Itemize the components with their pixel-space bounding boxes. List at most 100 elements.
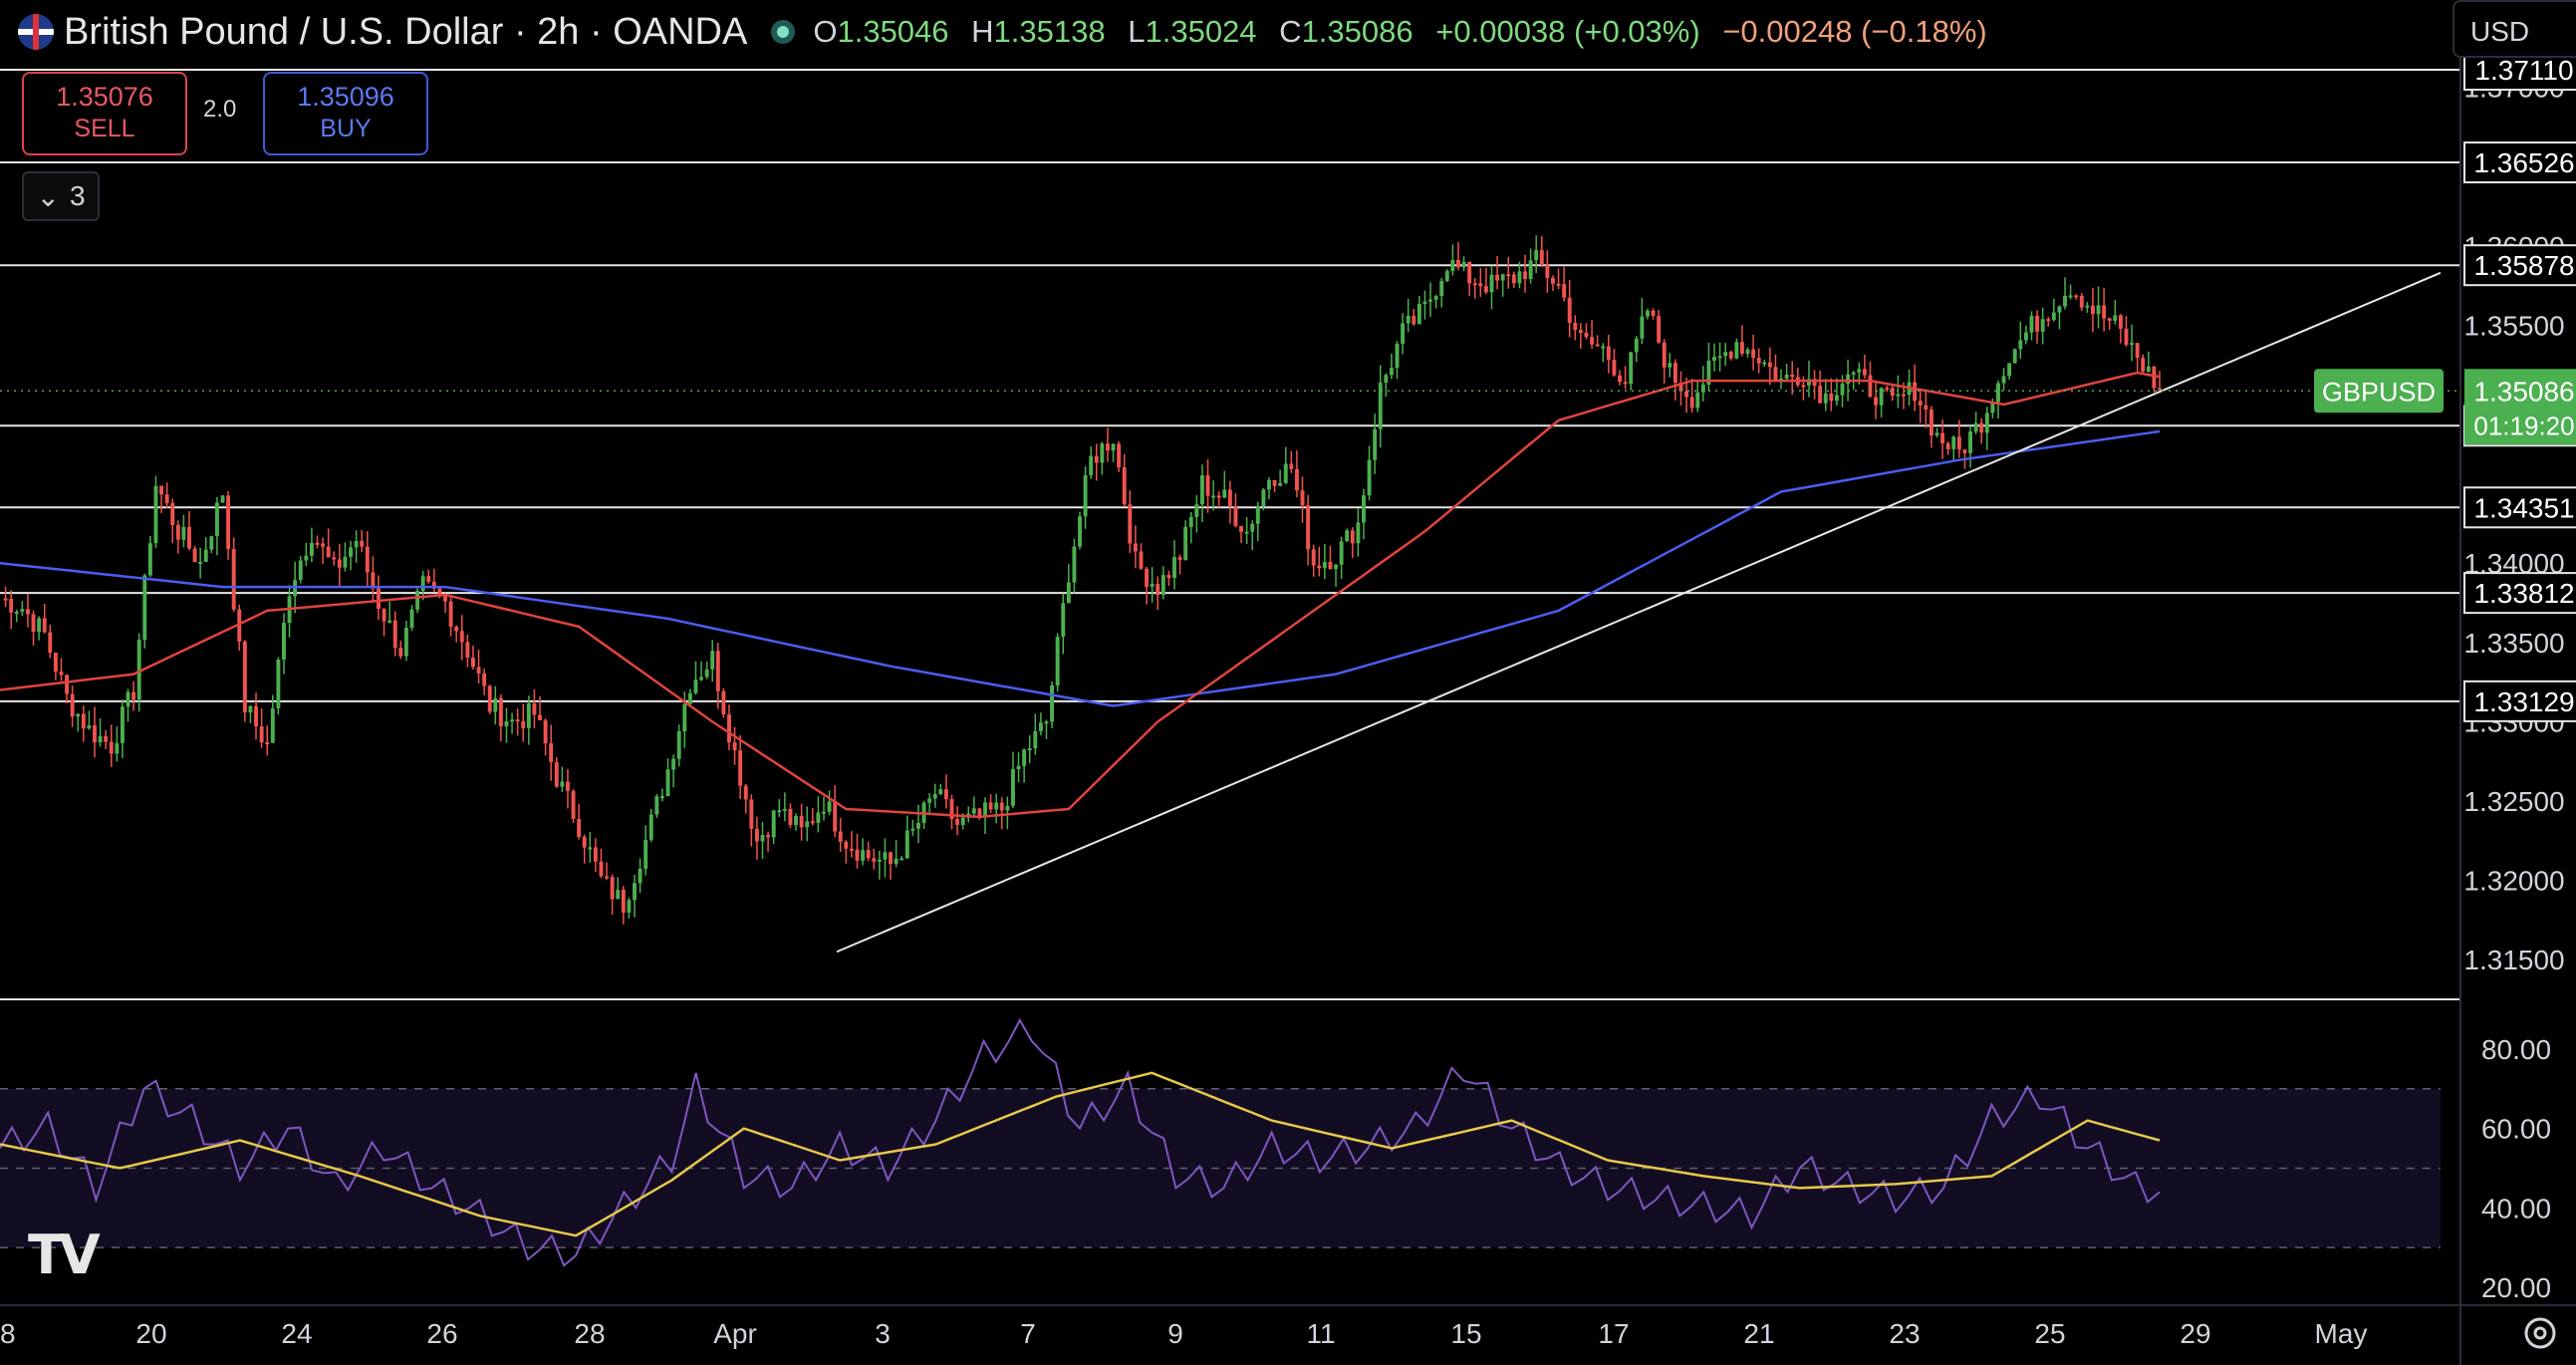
- candle-body: [1868, 375, 1873, 398]
- candle-body: [131, 691, 136, 700]
- candle-body: [65, 675, 70, 694]
- buy-button[interactable]: 1.35096 BUY: [263, 72, 428, 155]
- candle-body: [1010, 769, 1015, 806]
- settings-gear-icon[interactable]: [2520, 1313, 2560, 1353]
- candle-body: [398, 648, 403, 657]
- level-price-label: 1.33129: [2473, 686, 2574, 717]
- candle-body: [1317, 565, 1322, 569]
- candle-body: [470, 658, 475, 668]
- candle-body: [1996, 383, 2000, 403]
- indicators-collapse-button[interactable]: ⌄ 3: [22, 171, 100, 221]
- candle-body: [254, 705, 258, 727]
- candle-body: [1874, 397, 1878, 406]
- candle-body: [732, 742, 737, 751]
- candle-body: [1629, 352, 1634, 385]
- candle-body: [209, 536, 214, 550]
- candle-body: [226, 495, 231, 550]
- candle-body: [203, 549, 208, 562]
- candle-body: [1739, 342, 1744, 355]
- candle-body: [1255, 505, 1260, 524]
- candle-body: [259, 726, 264, 743]
- candle-body: [454, 627, 459, 632]
- candle-body: [315, 542, 320, 545]
- candle-body: [175, 524, 180, 540]
- candle-body: [1461, 261, 1466, 268]
- candle-body: [526, 702, 531, 728]
- candle-body: [949, 799, 954, 820]
- currency-select[interactable]: USD: [2452, 0, 2576, 58]
- candle-body: [582, 836, 587, 848]
- candle-body: [1857, 369, 1862, 373]
- symbol-header: British Pound / U.S. Dollar · 2h · OANDA…: [18, 4, 1987, 60]
- candle-body: [1072, 546, 1077, 583]
- candle-body: [37, 618, 42, 633]
- candle-body: [782, 808, 787, 811]
- candle-body: [1812, 379, 1817, 387]
- candle-body: [822, 811, 826, 814]
- sell-button[interactable]: 1.35076 SELL: [22, 72, 187, 155]
- candle-body: [682, 703, 687, 731]
- level-price-tag: [2463, 244, 2576, 287]
- candle-body: [2001, 376, 2006, 384]
- candle-body: [1267, 479, 1271, 490]
- candle-body: [1389, 368, 1394, 376]
- candle-body: [1456, 259, 1460, 268]
- candle-body: [1261, 489, 1266, 506]
- gbp-usd-flag-icon: [18, 14, 54, 50]
- candle-body: [1239, 525, 1243, 532]
- candle-body: [1222, 489, 1227, 498]
- candle-body: [1283, 463, 1288, 483]
- candle-body: [1300, 490, 1305, 506]
- sell-price: 1.35076: [56, 82, 153, 112]
- candle-body: [743, 785, 748, 800]
- candle-body: [2051, 312, 2056, 321]
- candle-body: [1684, 391, 1689, 398]
- candle-body: [459, 631, 464, 643]
- candle-body: [25, 609, 30, 615]
- candle-body: [2035, 316, 2040, 332]
- candle-body: [866, 850, 871, 859]
- candle-body: [977, 808, 982, 816]
- candle-body: [621, 890, 626, 913]
- candle-body: [1984, 412, 1989, 433]
- candle-body: [392, 620, 397, 649]
- candle-body: [9, 599, 14, 613]
- symbol-title[interactable]: British Pound / U.S. Dollar · 2h · OANDA: [64, 10, 748, 53]
- candle-body: [1573, 323, 1578, 331]
- candle-body: [343, 556, 348, 568]
- candle-body: [1378, 383, 1383, 429]
- candle-body: [1902, 394, 1906, 397]
- candle-body: [549, 743, 554, 762]
- candle-body: [2074, 295, 2079, 298]
- candle-body: [1117, 443, 1122, 467]
- candle-body: [510, 719, 515, 722]
- candle-body: [420, 576, 425, 592]
- candle-body: [2158, 388, 2162, 391]
- candle-body: [593, 847, 598, 862]
- candle-body: [2152, 366, 2157, 389]
- level-price-tag: [2463, 486, 2576, 529]
- candle-body: [1673, 363, 1677, 384]
- candle-body: [437, 588, 442, 596]
- candle-body: [1412, 315, 1417, 325]
- candle-body: [1517, 271, 1522, 284]
- candle-body: [599, 861, 604, 877]
- candle-body: [588, 847, 593, 850]
- candle-body: [877, 859, 882, 862]
- candle-body: [1306, 505, 1311, 550]
- candle-body: [337, 559, 342, 568]
- candle-body: [1406, 315, 1411, 324]
- candle-body: [1801, 385, 1806, 388]
- candle-body: [1879, 388, 1884, 406]
- candle-body: [1862, 369, 1867, 376]
- candle-body: [1539, 249, 1544, 265]
- candle-body: [1834, 395, 1839, 402]
- candle-body: [855, 849, 860, 861]
- candle-body: [1756, 358, 1761, 364]
- candle-body: [1216, 495, 1221, 498]
- candle-body: [504, 720, 509, 726]
- candle-body: [403, 628, 408, 657]
- candle-body: [838, 831, 843, 842]
- candle-body: [1334, 564, 1338, 570]
